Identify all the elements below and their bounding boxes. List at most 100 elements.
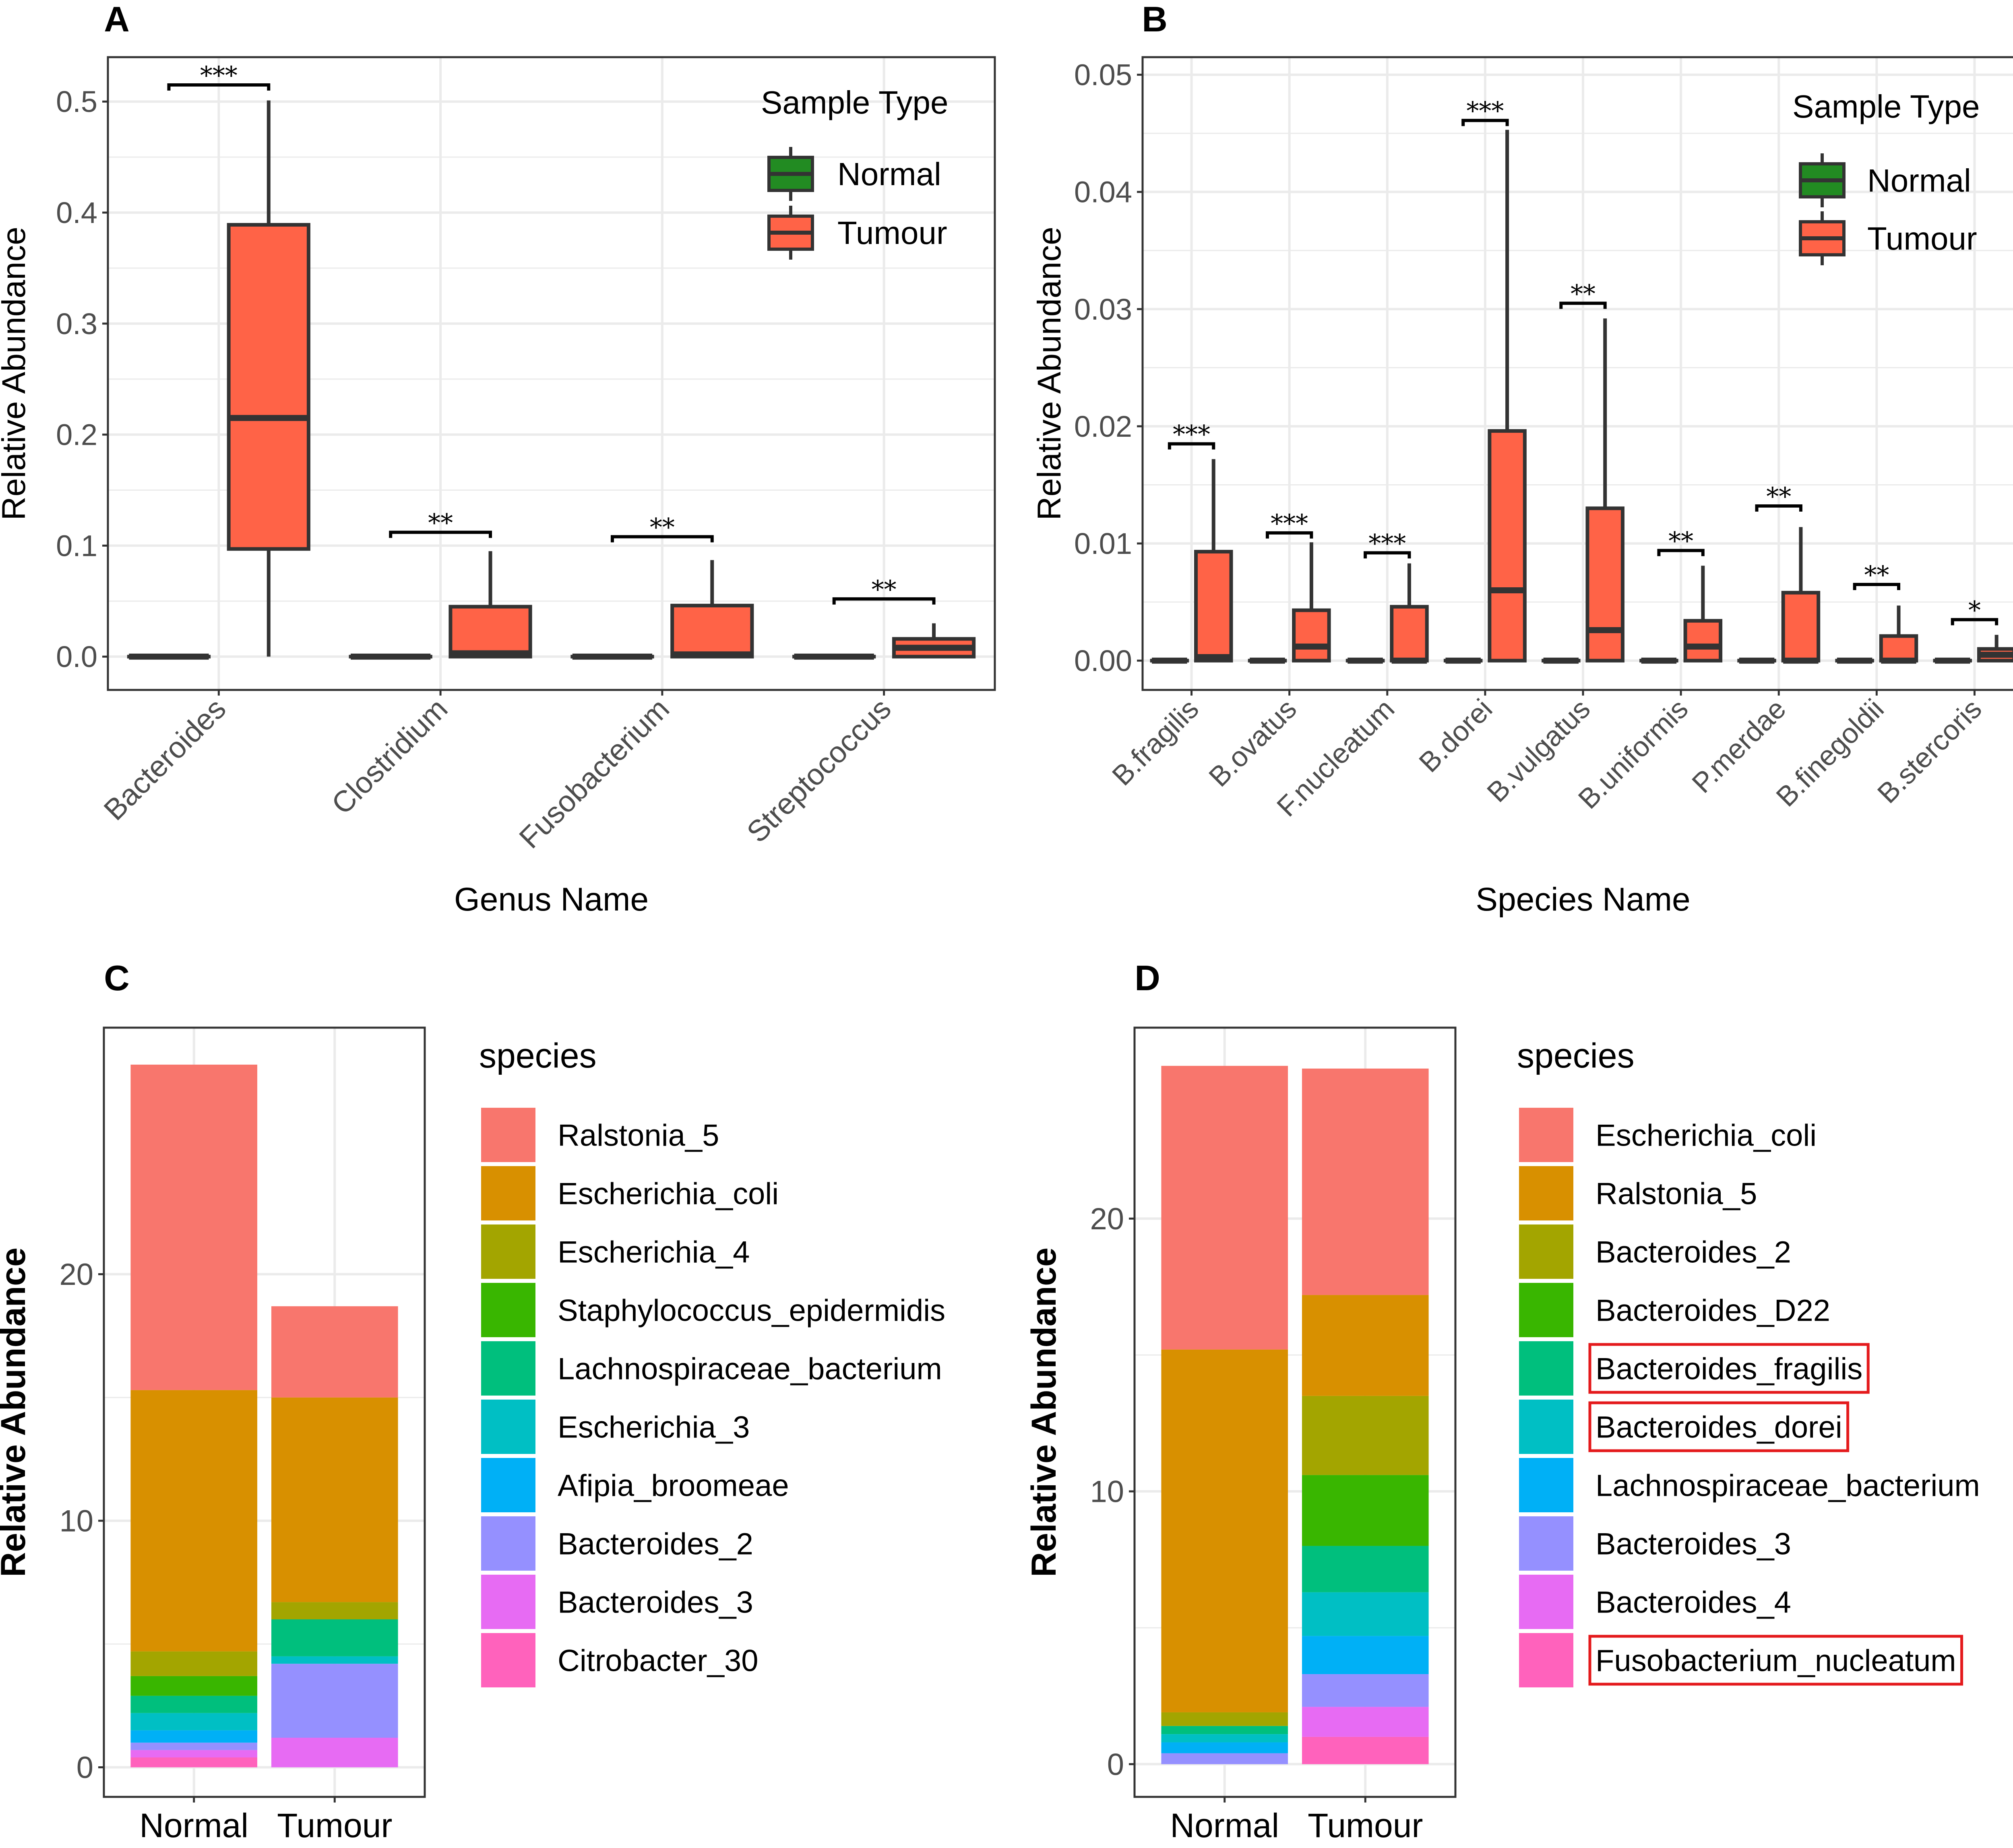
legend-label: Escherichia_3 [558, 1410, 750, 1445]
stacked-bar-tumour [271, 1306, 398, 1767]
box-iqr [1488, 429, 1527, 663]
x-tick-label: Fusobacterium [513, 692, 676, 855]
box-tumour-B.fragilis [1194, 459, 1233, 663]
significance-Fusobacterium: ** [610, 512, 714, 543]
legend-item-Ralstonia_5: Ralstonia_5 [481, 1108, 719, 1162]
bar-segment-Bacteroides_3 [1161, 1753, 1288, 1764]
bar-segment-Citrobacter_30 [130, 1757, 258, 1767]
legend-label-normal: Normal [837, 156, 941, 192]
significance-label: ** [1571, 279, 1596, 308]
legend-label: Bacteroides_D22 [1596, 1294, 1830, 1328]
bar-segment-Bacteroides_3 [1302, 1674, 1429, 1707]
legend-label: Fusobacterium_nucleatum [1596, 1644, 1956, 1678]
legend-label: Citrobacter_30 [558, 1644, 758, 1678]
x-tick-label: B.stercoris [1871, 693, 1988, 809]
significance-label: ** [1864, 560, 1889, 590]
x-tick-label: B.dorei [1413, 693, 1498, 778]
significance-bracket [1951, 618, 1999, 626]
significance-bracket [1364, 551, 1411, 559]
legend-label-tumour: Tumour [1867, 221, 1977, 256]
bar-segment-Bacteroides_2 [130, 1743, 258, 1750]
x-tick-label: Normal [1170, 1807, 1279, 1844]
significance-bracket [1559, 301, 1607, 309]
significance-bracket [1755, 504, 1802, 512]
y-tick-label: 0.02 [1074, 410, 1132, 443]
bar-segment-Bacteroides_fragilis [1302, 1546, 1429, 1592]
significance-label: ** [872, 575, 897, 604]
legend: species Ralstonia_5 Escherichia_coli Escher… [479, 1037, 945, 1687]
legend-swatch [1519, 1224, 1573, 1279]
significance-Streptococcus: ** [832, 575, 936, 605]
legend-swatch [481, 1575, 535, 1629]
significance-B.finegoldii: ** [1853, 560, 1901, 590]
bar-segment-Ralstonia_5 [1302, 1295, 1429, 1396]
bar-segment-Ralstonia_5 [1161, 1349, 1288, 1712]
box-tumour-Fusobacterium [670, 560, 754, 659]
significance-P.merdae: ** [1755, 482, 1802, 512]
stacked-bar-normal [1161, 1065, 1288, 1764]
significance-bracket [1265, 531, 1313, 539]
bar-segment-Escherichia_coli [1302, 1068, 1429, 1295]
legend-swatch [481, 1108, 535, 1162]
y-axis-title: Relative Abundance [0, 1247, 33, 1577]
box-iqr [1683, 619, 1723, 663]
box-iqr [1879, 634, 1918, 663]
bar-segment-Bacteroides_3 [130, 1750, 258, 1757]
bar-segment-Escherichia_3 [271, 1656, 398, 1664]
panel-letter: D [1135, 958, 1160, 998]
legend-label: Bacteroides_2 [1596, 1235, 1791, 1270]
bar-segment-Escherichia_coli [130, 1390, 258, 1652]
bar-segment-Lachnospiraceae_bacterium [130, 1695, 258, 1713]
significance-label: *** [1466, 96, 1504, 126]
highlight-box [1588, 1635, 1963, 1686]
bar-segment-Fusobacterium_nucleatum [1302, 1737, 1429, 1764]
legend-label: Bacteroides_2 [558, 1527, 753, 1561]
bar-segment-Ralstonia_5 [130, 1064, 258, 1390]
box-tumour-B.uniformis [1683, 566, 1723, 663]
legend-item-Fusobacterium_nucleatum: Fusobacterium_nucleatum [1519, 1633, 1963, 1687]
legend-swatch [1519, 1633, 1573, 1687]
box-tumour-B.vulgatus [1585, 318, 1624, 663]
legend-swatch [481, 1516, 535, 1571]
y-tick-label: 0.3 [56, 307, 97, 341]
significance-label: ** [428, 508, 453, 537]
box-tumour-B.stercoris [1977, 635, 2013, 663]
legend-title: Sample Type [761, 85, 948, 120]
bar-segment-Bacteroides_4 [1302, 1707, 1429, 1737]
box-tumour-B.ovatus [1292, 542, 1331, 663]
significance-label: * [1968, 595, 1981, 625]
bar-segment-Afipia_broomeae [130, 1730, 258, 1743]
significance-B.dorei: *** [1461, 96, 1509, 126]
significance-label: *** [1173, 420, 1210, 449]
legend-item-Afipia_broomeae: Afipia_broomeae [481, 1458, 789, 1512]
bar-segment-Bacteroides_fragilis [1161, 1726, 1288, 1734]
box-tumour-Streptococcus [892, 623, 976, 659]
legend-item-Bacteroides_2: Bacteroides_2 [1519, 1224, 1791, 1279]
legend-item-Escherichia_coli: Escherichia_coli [1519, 1108, 1817, 1162]
legend-swatch [1519, 1341, 1573, 1396]
legend-label: Escherichia_coli [1596, 1119, 1817, 1153]
x-axis-title: Genus Name [454, 881, 649, 918]
significance-label: ** [650, 512, 675, 542]
significance-B.uniformis: ** [1657, 527, 1705, 556]
y-tick-label: 10 [59, 1504, 93, 1538]
bar-segment-Bacteroides_2 [1302, 1396, 1429, 1475]
significance-bracket [1657, 549, 1705, 556]
legend-key-normal [1799, 153, 1846, 207]
significance-B.ovatus: *** [1265, 509, 1313, 539]
x-tick-label: P.merdae [1686, 693, 1792, 799]
x-tick-label: B.fragilis [1106, 693, 1205, 791]
stacked-bar-tumour [1302, 1068, 1429, 1764]
bar-segment-Escherichia_coli [271, 1397, 398, 1602]
bar-segment-Escherichia_4 [271, 1602, 398, 1619]
plot-background [1143, 57, 2013, 690]
legend-label: Lachnospiraceae_bacterium [1596, 1469, 1980, 1503]
panel-border [107, 56, 996, 691]
significance-F.nucleatum: *** [1364, 529, 1411, 559]
legend-swatch [1519, 1166, 1573, 1220]
y-tick-label: 0.03 [1074, 293, 1132, 326]
bar-segment-Bacteroides_D22 [1302, 1475, 1429, 1546]
y-tick-label: 0 [1107, 1747, 1124, 1782]
legend-label: Bacteroides_3 [558, 1586, 753, 1620]
